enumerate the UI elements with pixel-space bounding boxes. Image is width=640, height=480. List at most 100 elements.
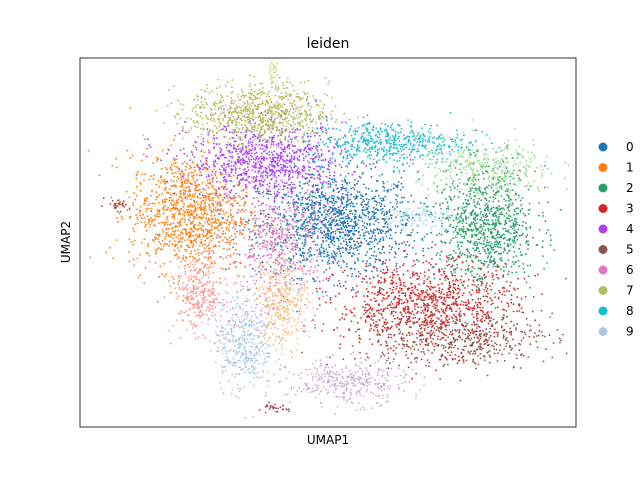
data-point xyxy=(373,245,376,248)
data-point xyxy=(322,323,325,325)
data-point xyxy=(232,252,235,255)
data-point xyxy=(402,309,405,311)
data-point xyxy=(429,280,432,283)
data-point xyxy=(364,303,367,306)
data-point xyxy=(460,281,463,284)
data-point xyxy=(321,220,324,222)
data-point xyxy=(183,194,185,196)
data-point xyxy=(433,277,436,280)
data-point xyxy=(472,243,475,245)
data-point xyxy=(321,182,324,185)
data-point xyxy=(384,340,387,343)
data-point xyxy=(286,222,289,225)
data-point xyxy=(158,233,161,235)
data-point xyxy=(251,180,253,183)
data-point xyxy=(385,329,388,332)
data-point xyxy=(413,240,416,242)
data-point xyxy=(479,231,481,233)
data-point xyxy=(319,178,321,181)
data-point xyxy=(137,218,139,221)
data-point xyxy=(475,230,478,232)
data-point xyxy=(511,219,513,222)
data-point xyxy=(463,235,466,238)
data-point xyxy=(516,231,519,234)
data-point xyxy=(481,310,484,312)
data-point xyxy=(455,297,458,300)
data-point xyxy=(356,285,358,287)
data-point xyxy=(408,334,411,337)
data-point xyxy=(254,222,257,224)
data-point xyxy=(220,129,223,131)
data-point xyxy=(459,233,462,236)
data-point xyxy=(383,212,386,215)
data-point xyxy=(454,268,457,271)
data-point xyxy=(453,195,456,198)
data-point xyxy=(176,225,179,228)
data-point xyxy=(219,200,222,203)
data-point xyxy=(200,142,203,145)
data-point xyxy=(195,253,198,255)
data-point xyxy=(186,211,189,214)
data-point xyxy=(208,251,211,254)
data-point xyxy=(158,241,161,243)
data-point xyxy=(245,155,248,158)
data-point xyxy=(162,221,164,224)
data-point xyxy=(211,202,213,205)
data-point xyxy=(376,309,379,312)
data-point xyxy=(273,208,276,210)
data-point xyxy=(419,295,421,298)
data-point xyxy=(368,262,371,265)
data-point xyxy=(490,208,492,211)
data-point xyxy=(380,229,383,232)
data-point xyxy=(371,235,374,237)
data-point xyxy=(370,167,373,170)
data-point xyxy=(390,229,393,232)
data-point xyxy=(497,217,500,220)
data-point xyxy=(272,169,274,172)
data-point xyxy=(336,196,339,199)
data-point xyxy=(258,270,260,273)
data-point xyxy=(443,270,446,273)
data-point xyxy=(497,230,500,233)
data-point xyxy=(207,198,210,200)
data-point xyxy=(512,310,515,313)
data-point xyxy=(460,268,462,271)
data-point xyxy=(465,248,468,251)
data-point xyxy=(343,261,345,264)
data-point xyxy=(517,259,520,262)
data-point xyxy=(494,228,497,231)
data-point xyxy=(469,271,472,273)
data-point xyxy=(340,198,342,200)
data-point xyxy=(390,292,393,295)
data-point xyxy=(290,236,292,239)
data-point xyxy=(150,207,153,210)
data-point xyxy=(192,211,195,213)
data-point xyxy=(166,221,168,224)
data-point xyxy=(166,231,168,234)
data-point xyxy=(427,306,430,309)
data-point xyxy=(255,184,257,187)
data-point xyxy=(333,178,336,181)
data-point xyxy=(456,266,459,269)
data-point xyxy=(173,138,176,141)
data-point xyxy=(467,265,470,267)
data-point xyxy=(471,298,474,301)
data-point xyxy=(337,264,340,267)
data-point xyxy=(476,244,478,247)
data-point xyxy=(492,196,495,199)
data-point xyxy=(472,316,475,319)
data-point xyxy=(527,243,530,246)
data-point xyxy=(431,301,434,304)
data-point xyxy=(307,208,310,211)
data-point xyxy=(282,188,285,191)
data-point xyxy=(301,175,304,178)
data-point xyxy=(456,338,459,341)
data-point xyxy=(196,249,199,251)
data-point xyxy=(422,291,424,294)
data-point xyxy=(205,162,208,164)
data-point xyxy=(166,171,169,174)
data-point xyxy=(364,209,366,211)
data-point xyxy=(277,145,280,147)
data-point xyxy=(436,308,439,311)
data-point xyxy=(213,221,216,224)
